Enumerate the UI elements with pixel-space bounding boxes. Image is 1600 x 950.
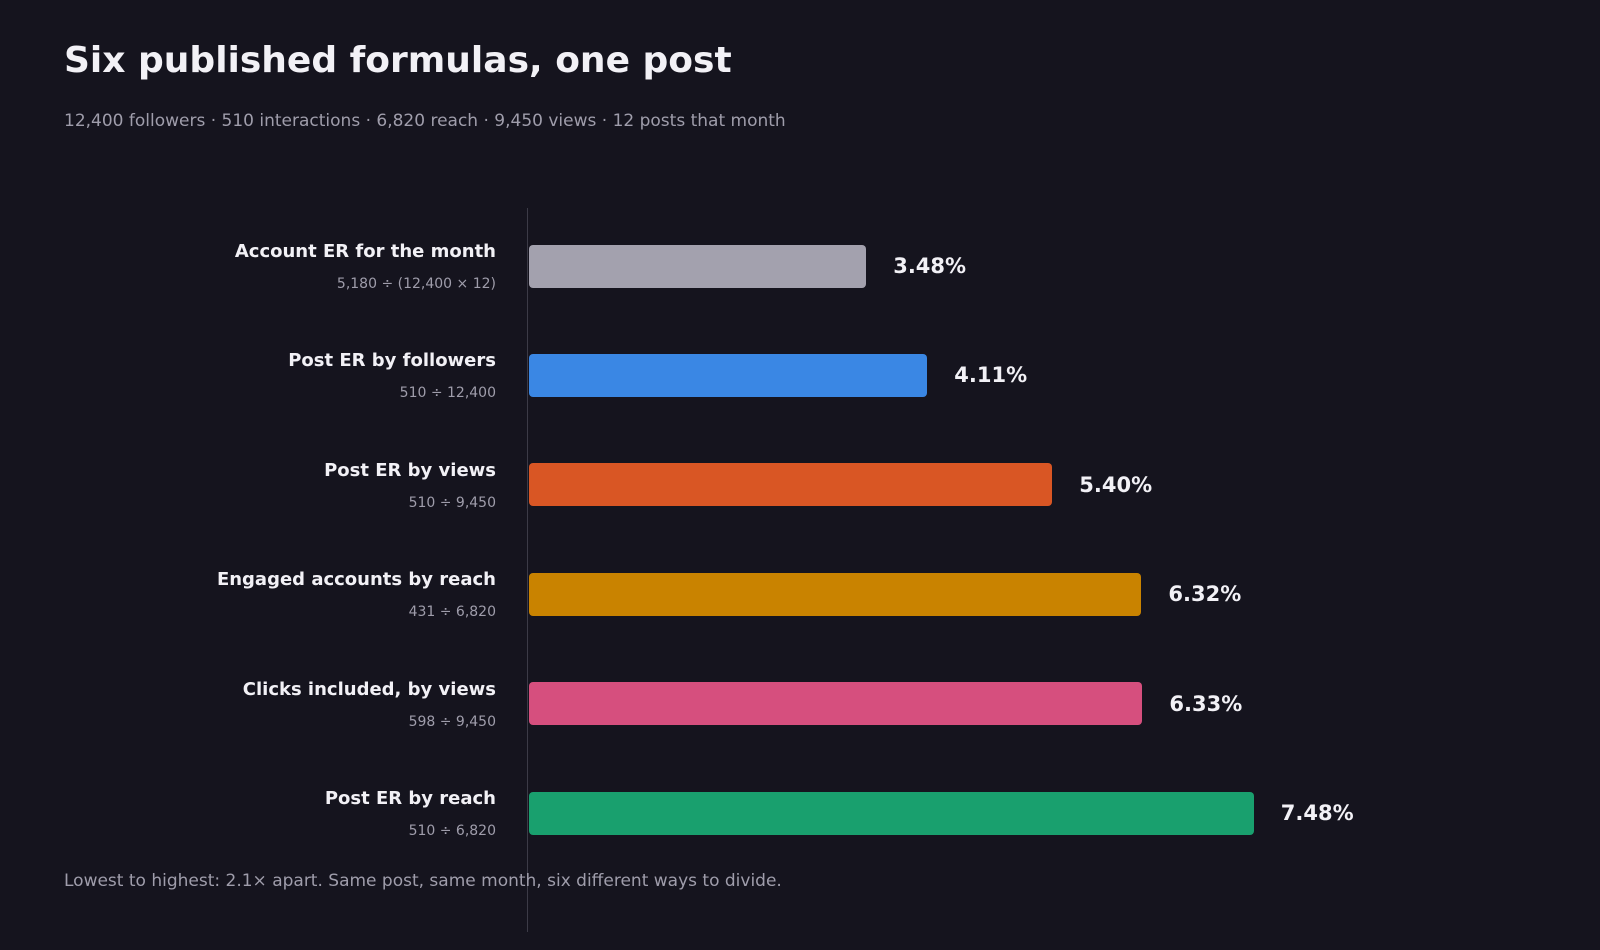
row-label: Post ER by views 510 ÷ 9,450 [324,460,496,511]
bar [529,682,1143,726]
category-label: Post ER by reach [324,788,496,809]
value-label: 6.32% [1168,582,1242,607]
bar [529,572,1142,616]
value-label: 7.48% [1280,801,1354,825]
formula-label: 510 ÷ 9,450 [408,494,496,511]
value-label: 5.40% [1079,472,1153,497]
value-label: 6.33% [1169,691,1243,716]
chart-footnote: Lowest to highest: 2.1× apart. Same post… [64,871,782,891]
chart-subtitle: 12,400 followers · 510 interactions · 6,… [64,111,786,131]
category-label: Engaged accounts by reach [216,569,496,591]
row-label: Engaged accounts by reach 431 ÷ 6,820 [217,569,496,620]
value-label: 3.48% [893,254,967,278]
formula-label: 5,180 ÷ (12,400 × 12) [336,276,496,292]
row-label: Post ER by reach 510 ÷ 6,820 [325,788,496,839]
chart-title: Six published formulas, one post [64,40,732,81]
category-label: Post ER by views [324,459,496,481]
row-label: Account ER for the month 5,180 ÷ (12,400 … [235,241,496,292]
category-label: Account ER for the month [234,241,496,262]
bar [529,353,928,397]
bar [529,244,867,288]
formula-label: 510 ÷ 12,400 [399,385,496,402]
bar [529,791,1254,835]
category-label: Post ER by followers [288,350,496,372]
row-label: Clicks included, by views 598 ÷ 9,450 [243,679,496,730]
formula-label: 510 ÷ 6,820 [408,823,496,839]
formula-label: 431 ÷ 6,820 [408,604,496,621]
value-label: 4.11% [954,363,1028,388]
bar [529,463,1053,507]
formula-label: 598 ÷ 9,450 [408,713,496,730]
category-label: Clicks included, by views [242,678,496,700]
row-label: Post ER by followers 510 ÷ 12,400 [288,350,496,401]
baseline-axis [527,208,528,932]
